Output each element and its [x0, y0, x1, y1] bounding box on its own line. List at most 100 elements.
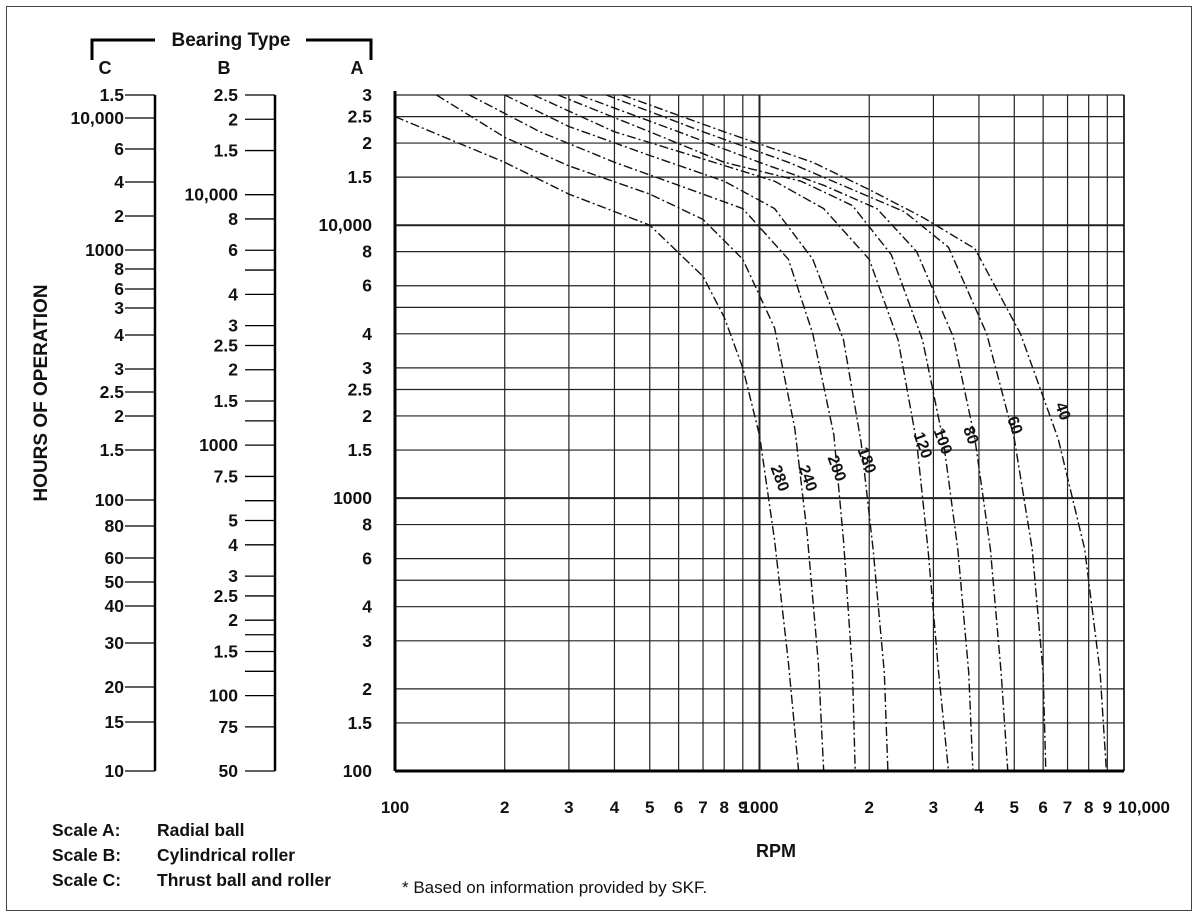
scale-c-tick-label: 8 — [114, 259, 124, 279]
scale-b-tick-label: 100 — [209, 686, 238, 706]
scale-b-tick-label: 5 — [228, 511, 238, 531]
scale-c-tick-label: 10 — [105, 761, 125, 781]
x-tick-label: 10,000 — [1118, 798, 1170, 817]
scale-c-tick-label: 3 — [114, 298, 124, 318]
scale-b-tick-label: 2.5 — [214, 586, 239, 606]
scale-c-tick-label: 1000 — [85, 240, 124, 260]
scale-a-tick-label: 3 — [362, 85, 372, 105]
scale-a-letter: A — [351, 58, 364, 78]
scale-c-tick-label: 30 — [105, 633, 125, 653]
curve-80 — [578, 94, 1009, 772]
x-tick-label: 2 — [500, 798, 509, 817]
axes — [90, 38, 1125, 773]
scale-c-tick-label: 40 — [105, 596, 125, 616]
legend-row-a: Scale A: Radial ball — [52, 820, 331, 845]
scale-c-tick-label: 4 — [114, 172, 124, 192]
curve-240 — [436, 94, 825, 772]
x-tick-label: 7 — [1063, 798, 1072, 817]
scale-b-letter: B — [218, 58, 231, 78]
scale-c-letter: C — [99, 58, 112, 78]
scale-b-tick-label: 10,000 — [184, 185, 238, 205]
curve-label-80: 80 — [959, 424, 981, 447]
scale-a-tick-label: 2 — [362, 406, 372, 426]
legend-key: Scale A: — [52, 820, 121, 840]
scale-a-tick-label: 2.5 — [348, 380, 373, 400]
scale-c-tick-label: 2 — [114, 406, 124, 426]
scale-a-tick-label: 1.5 — [348, 713, 373, 733]
scale-a-tick-label: 8 — [362, 515, 372, 535]
bracket-left — [90, 38, 155, 60]
legend-value: Cylindrical roller — [157, 845, 296, 865]
scale-b-tick-label: 2.5 — [214, 335, 239, 355]
scale-c-tick-label: 6 — [114, 279, 124, 299]
legend-row-c: Scale C: Thrust ball and roller — [52, 870, 331, 895]
scale-b-tick-label: 7.5 — [214, 466, 239, 486]
curve-60 — [606, 94, 1047, 772]
scale-b-tick-label: 1.5 — [214, 641, 239, 661]
scale-a-tick-label: 2 — [362, 133, 372, 153]
legend-row-b: Scale B: Cylindrical roller — [52, 845, 331, 870]
curve-label-200: 200 — [824, 453, 849, 484]
scale-c-tick-label: 10,000 — [70, 108, 124, 128]
scale-c-tick-label: 2 — [114, 206, 124, 226]
bearing-type-title: Bearing Type — [172, 30, 291, 51]
chart-frame — [6, 6, 1192, 911]
legend-value: Radial ball — [157, 820, 245, 840]
x-tick-label: 5 — [645, 798, 654, 817]
x-tick-label: 8 — [719, 798, 728, 817]
x-tick-label: 100 — [381, 798, 409, 817]
x-tick-label: 9 — [1103, 798, 1112, 817]
x-tick-label: 3 — [564, 798, 573, 817]
scale-a-tick-label: 4 — [362, 324, 372, 344]
scale-a-tick-label: 2 — [362, 679, 372, 699]
scale-c-tick-label: 60 — [105, 548, 125, 568]
legend-key: Scale B: — [52, 845, 122, 865]
scale-c-tick-label: 1.5 — [100, 85, 125, 105]
scale-a-tick-label: 1.5 — [348, 167, 373, 187]
scale-b-tick-label: 1000 — [199, 435, 238, 455]
scale-a-tick-label: 1.5 — [348, 440, 373, 460]
bracket-right — [306, 38, 373, 60]
curve-40 — [621, 94, 1108, 772]
scale-c-tick-label: 100 — [95, 490, 124, 510]
scale-b-tick-label: 2 — [228, 360, 238, 380]
curve-200 — [469, 94, 856, 772]
curve-label-280: 280 — [767, 463, 792, 494]
scale-a-tick-label: 4 — [362, 597, 372, 617]
scale-b-tick-label: 3 — [228, 566, 238, 586]
scale-c-tick-label: 6 — [114, 139, 124, 159]
scale-b-tick-label: 2 — [228, 610, 238, 630]
scale-c-tick-label: 50 — [105, 572, 125, 592]
scale-a-tick-label: 1000 — [333, 488, 372, 508]
curve-100 — [557, 94, 974, 772]
curve-label-60: 60 — [1003, 414, 1025, 437]
x-tick-label: 9 — [738, 798, 747, 817]
x-tick-label: 7 — [698, 798, 707, 817]
legend-value: Thrust ball and roller — [157, 870, 332, 890]
scale-b-tick-label: 75 — [219, 717, 239, 737]
x-tick-label: 4 — [610, 798, 620, 817]
x-tick-label: 1000 — [741, 798, 779, 817]
scale-b-tick-label: 50 — [219, 761, 239, 781]
scale-c-tick-label: 3 — [114, 359, 124, 379]
scale-a-tick-label: 8 — [362, 242, 372, 262]
x-tick-label: 8 — [1084, 798, 1093, 817]
curve-label-40: 40 — [1051, 400, 1073, 423]
scale-c-tick-label: 80 — [105, 516, 125, 536]
scale-b-tick-label: 6 — [228, 240, 238, 260]
curve-120 — [533, 94, 950, 772]
scale-a-tick-label: 100 — [343, 761, 372, 781]
y-axis-title: HOURS OF OPERATION — [31, 284, 52, 501]
scale-a-tick-label: 2.5 — [348, 107, 373, 127]
scale-a-tick-label: 6 — [362, 549, 372, 569]
legend-key: Scale C: — [52, 870, 122, 890]
scale-c-tick-label: 2.5 — [100, 382, 125, 402]
curve-180 — [504, 94, 889, 772]
scale-b-tick-label: 1.5 — [214, 141, 239, 161]
scale-legend: Scale A: Radial ball Scale B: Cylindrical … — [52, 820, 331, 895]
scale-b-tick-label: 8 — [228, 209, 238, 229]
x-tick-label: 5 — [1010, 798, 1019, 817]
scale-a-tick-label: 10,000 — [318, 215, 372, 235]
